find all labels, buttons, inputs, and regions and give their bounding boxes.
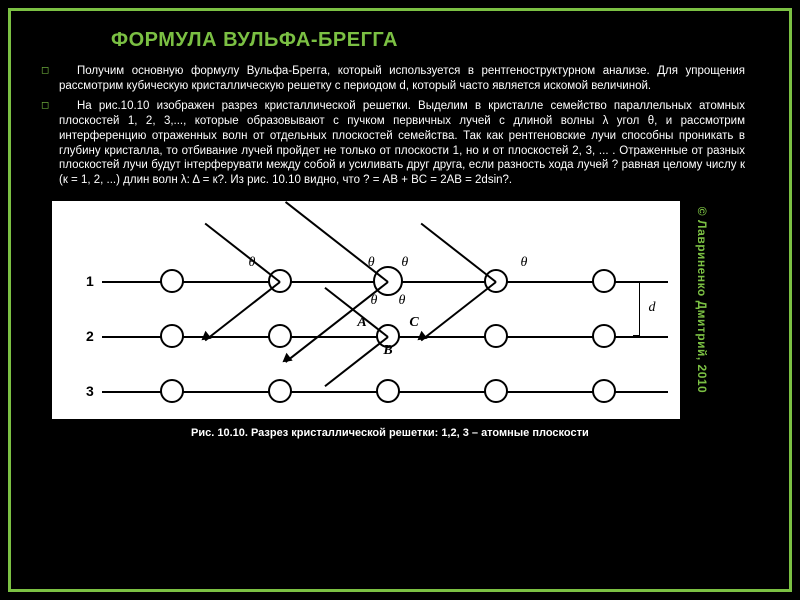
slide-content: ФОРМУЛА ВУЛЬФА-БРЕГГА ◻ Получим основную… — [11, 11, 761, 589]
atom — [484, 379, 508, 403]
slide-frame: © Лавриненко Дмитрий, 2010 ФОРМУЛА ВУЛЬФ… — [8, 8, 792, 592]
theta-label: θ — [401, 255, 408, 271]
figure-10-10: 123θθθθθθABCd — [51, 200, 681, 420]
atom — [592, 324, 616, 348]
paragraph-1: ◻ Получим основную формулу Вульфа-Брегга… — [41, 64, 745, 93]
paragraph-2-text: На рис.10.10 изображен разрез кристаллич… — [59, 99, 745, 187]
point-label-B: B — [383, 343, 392, 359]
atom — [268, 379, 292, 403]
atom — [592, 379, 616, 403]
figure-container: 123θθθθθθABCd Рис. 10.10. Разрез кристал… — [51, 200, 681, 440]
atom — [376, 379, 400, 403]
point-label-A: A — [357, 315, 366, 331]
bullet-icon: ◻ — [41, 99, 59, 187]
theta-label: θ — [521, 255, 528, 271]
figure-caption: Рис. 10.10. Разрез кристаллической решет… — [191, 426, 681, 440]
atom — [160, 379, 184, 403]
spacing-label-d: d — [649, 300, 656, 316]
atom — [268, 324, 292, 348]
atom — [160, 324, 184, 348]
plane-label-3: 3 — [86, 383, 94, 399]
atom — [592, 269, 616, 293]
theta-label: θ — [249, 255, 256, 271]
paragraph-2: ◻ На рис.10.10 изображен разрез кристалл… — [41, 99, 745, 187]
theta-label: θ — [368, 255, 375, 271]
point-label-C: C — [409, 315, 418, 331]
ray — [421, 222, 497, 282]
spacing-bracket — [634, 281, 640, 336]
atom — [484, 324, 508, 348]
atom — [160, 269, 184, 293]
paragraph-1-text: Получим основную формулу Вульфа-Брегга, … — [59, 64, 745, 93]
plane-label-2: 2 — [86, 328, 94, 344]
ray — [324, 336, 388, 387]
page-title: ФОРМУЛА ВУЛЬФА-БРЕГГА — [111, 29, 745, 52]
bullet-icon: ◻ — [41, 64, 59, 93]
ray — [205, 222, 281, 282]
plane-label-1: 1 — [86, 273, 94, 289]
